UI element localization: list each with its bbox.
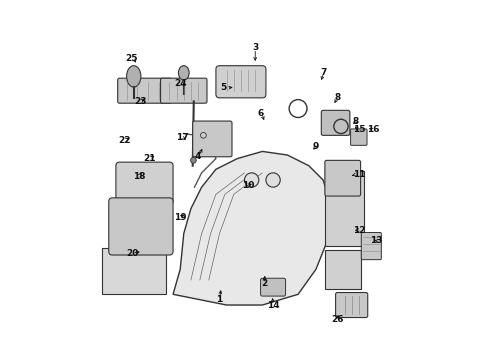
PathPatch shape [173, 152, 329, 305]
Text: 5: 5 [220, 83, 226, 92]
Text: 11: 11 [352, 170, 365, 179]
Text: 14: 14 [266, 301, 279, 310]
Text: 1: 1 [216, 295, 222, 304]
Text: 19: 19 [174, 213, 186, 222]
Text: 20: 20 [125, 249, 138, 258]
Bar [102, 248, 165, 294]
FancyBboxPatch shape [350, 129, 366, 145]
FancyBboxPatch shape [116, 162, 173, 205]
FancyBboxPatch shape [160, 78, 206, 103]
Text: 10: 10 [242, 181, 254, 190]
Text: 26: 26 [330, 315, 343, 324]
Ellipse shape [178, 66, 189, 80]
Circle shape [190, 157, 196, 163]
Circle shape [200, 132, 206, 138]
Text: 18: 18 [133, 172, 145, 181]
Text: 6: 6 [257, 109, 263, 118]
Ellipse shape [126, 66, 141, 87]
Text: 3: 3 [252, 43, 258, 52]
FancyBboxPatch shape [321, 111, 349, 135]
FancyBboxPatch shape [361, 233, 381, 260]
FancyBboxPatch shape [324, 160, 360, 196]
Text: 24: 24 [174, 79, 186, 88]
FancyBboxPatch shape [324, 171, 364, 246]
Text: 7: 7 [319, 68, 325, 77]
Text: 12: 12 [352, 225, 365, 234]
Text: 4: 4 [195, 152, 201, 161]
Text: 25: 25 [125, 54, 138, 63]
Ellipse shape [244, 173, 258, 187]
Text: 17: 17 [175, 132, 188, 141]
Text: 21: 21 [143, 154, 156, 163]
FancyBboxPatch shape [108, 198, 173, 255]
Text: 8: 8 [351, 117, 358, 126]
Text: 2: 2 [261, 279, 267, 288]
FancyBboxPatch shape [335, 293, 367, 318]
FancyBboxPatch shape [260, 278, 285, 296]
Text: 16: 16 [366, 126, 379, 135]
Text: 22: 22 [118, 136, 131, 145]
FancyBboxPatch shape [118, 78, 171, 103]
FancyBboxPatch shape [324, 249, 360, 289]
Text: 15: 15 [352, 126, 365, 135]
FancyBboxPatch shape [216, 66, 265, 98]
Ellipse shape [265, 173, 280, 187]
Text: 9: 9 [312, 141, 319, 150]
Text: 13: 13 [370, 236, 382, 245]
FancyBboxPatch shape [192, 121, 231, 157]
Text: 8: 8 [334, 93, 340, 102]
Text: 23: 23 [134, 97, 147, 106]
